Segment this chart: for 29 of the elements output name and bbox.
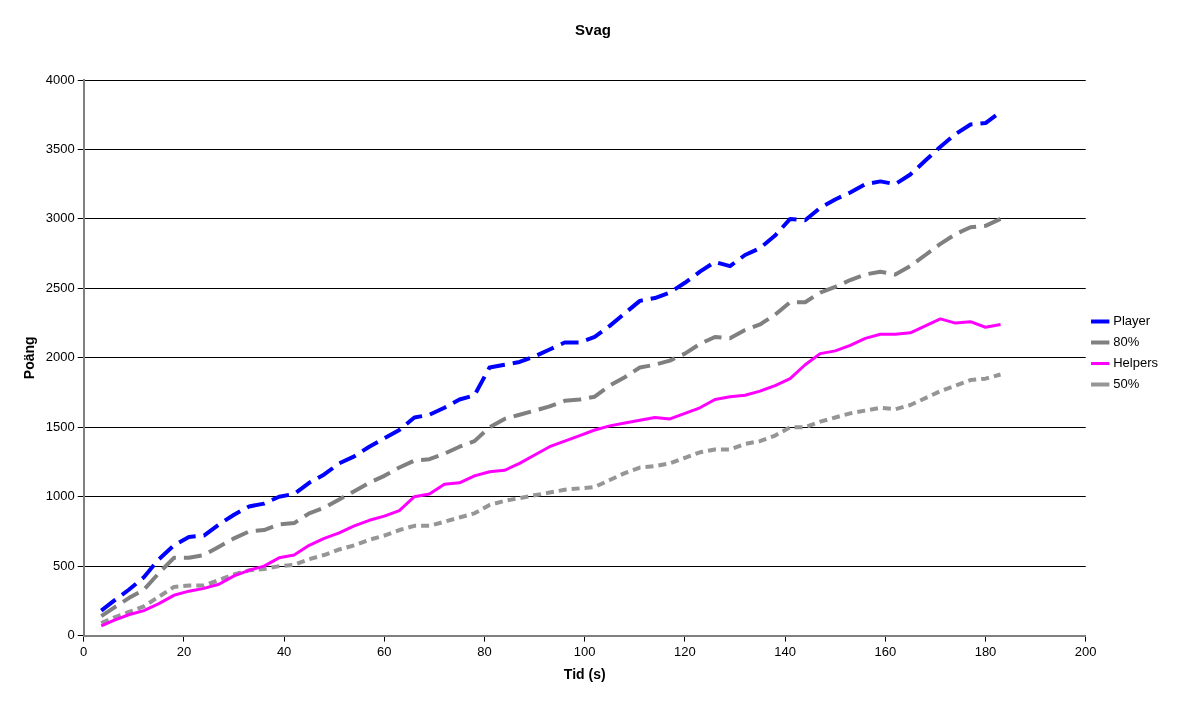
y-tick-label: 2000 (45, 349, 75, 365)
x-tick-label: 20 (176, 643, 192, 659)
x-tick-label: 40 (276, 643, 292, 659)
chart-title: Svag (575, 21, 611, 39)
x-tick-label: 160 (874, 643, 897, 659)
y-tick-label: 2500 (45, 279, 75, 295)
legend-label: Player (1113, 313, 1151, 329)
x-tick-label: 80 (477, 643, 492, 659)
legend-label: 50% (1113, 376, 1140, 392)
x-tick-label: 200 (1074, 643, 1097, 659)
y-tick-label: 500 (53, 557, 75, 573)
y-tick-label: 1000 (45, 488, 75, 504)
x-tick-label: 100 (573, 643, 596, 659)
legend-label: Helpers (1113, 355, 1159, 371)
x-tick-label: 180 (974, 643, 997, 659)
legend-label: 80% (1113, 334, 1140, 350)
x-tick-label: 60 (377, 643, 392, 659)
y-axis-title: Poäng (21, 336, 38, 380)
y-tick-label: 3500 (45, 141, 75, 157)
line-series (99, 372, 1003, 626)
y-tick-label: 0 (67, 627, 75, 643)
x-axis-title: Tid (s) (563, 666, 606, 683)
y-tick-label: 4000 (45, 71, 75, 87)
y-tick-label: 3000 (45, 210, 75, 226)
x-tick-label: 120 (674, 643, 696, 659)
y-tick-label: 1500 (45, 418, 75, 434)
x-tick-label: 140 (774, 643, 796, 659)
line-series (99, 216, 1003, 619)
x-tick-label: 0 (80, 643, 88, 659)
